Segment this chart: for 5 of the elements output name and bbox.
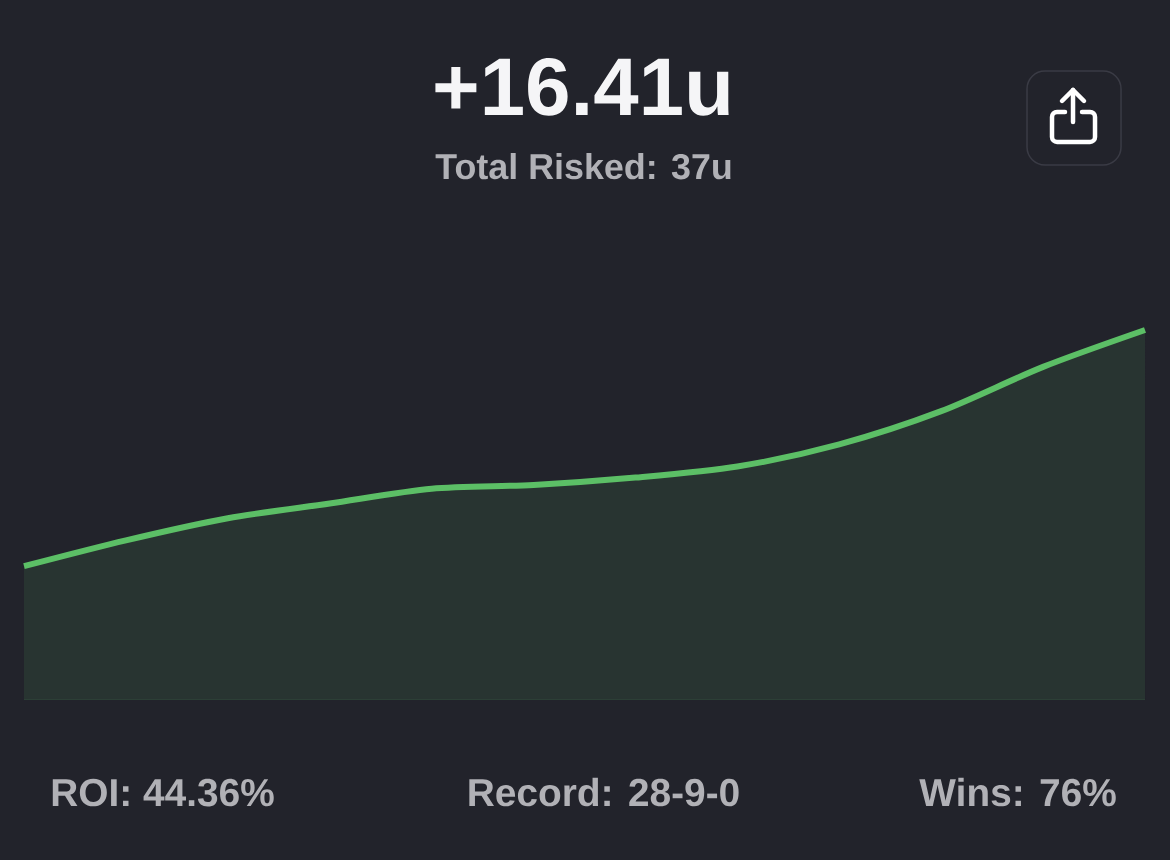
text: Record: 28-9-0 [469,777,739,807]
chart-title: +16.41u [435,57,729,116]
chart-subtitle: Total Risked: 37u [435,153,731,180]
text: Wins: 76% [919,777,1116,807]
text: ROI: 44.36% [52,778,274,807]
